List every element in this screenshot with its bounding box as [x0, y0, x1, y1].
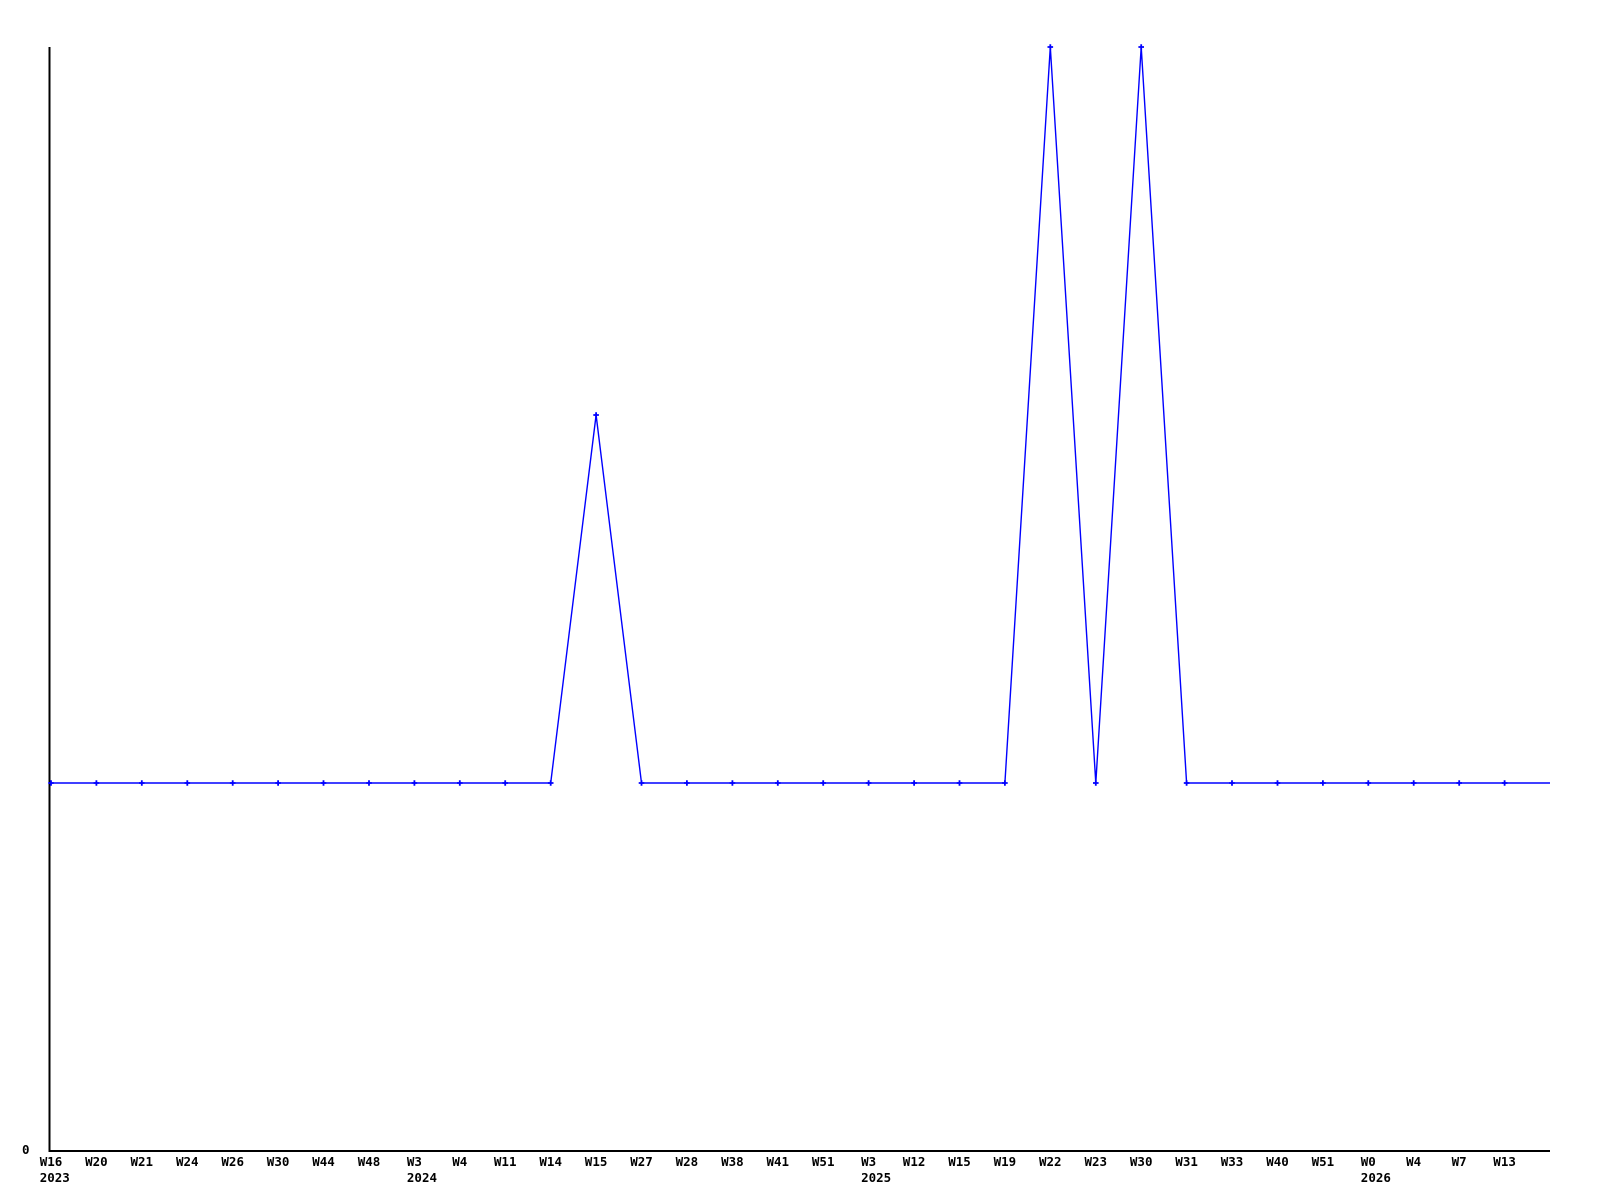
data-point-marker	[956, 780, 963, 786]
x-tick-label: W7	[1452, 1154, 1467, 1169]
data-point-marker	[729, 780, 736, 786]
x-tick-year-label: 2026	[1361, 1170, 1391, 1185]
x-tick-label: W4	[452, 1154, 467, 1169]
data-point-marker	[547, 780, 554, 786]
x-tick-label: W24	[176, 1154, 199, 1169]
x-tick-year-label: 2023	[40, 1170, 70, 1185]
data-point-marker	[593, 412, 599, 418]
x-tick-label: W13	[1493, 1154, 1516, 1169]
data-point-marker	[1093, 780, 1099, 786]
x-tick-label: W38	[721, 1154, 744, 1169]
data-point-marker	[502, 780, 508, 786]
x-tick-label: W14	[539, 1154, 562, 1169]
x-tick-label: W51	[812, 1154, 835, 1169]
data-point-marker	[1320, 780, 1326, 786]
x-tick-label: W16	[40, 1154, 63, 1169]
data-point-marker	[366, 780, 372, 786]
y-axis-zero-label: 0	[22, 1142, 30, 1157]
x-tick-label: W3	[861, 1154, 876, 1169]
x-tick-label: W11	[494, 1154, 517, 1169]
data-points	[48, 44, 1508, 786]
x-tick-label: W0	[1361, 1154, 1376, 1169]
data-point-marker	[229, 780, 236, 786]
data-point-marker	[48, 780, 54, 786]
x-tick-label: W33	[1221, 1154, 1244, 1169]
data-point-marker	[1229, 780, 1235, 786]
data-point-marker	[1501, 780, 1508, 786]
x-tick-label: W20	[85, 1154, 108, 1169]
x-tick-label: W30	[267, 1154, 290, 1169]
x-tick-label: W40	[1266, 1154, 1289, 1169]
data-point-marker	[1410, 780, 1417, 786]
x-tick-label: W27	[630, 1154, 653, 1169]
x-tick-label: W12	[903, 1154, 926, 1169]
data-point-marker	[775, 780, 781, 786]
data-point-marker	[320, 780, 327, 786]
x-tick-label: W15	[948, 1154, 971, 1169]
x-tick-label: W30	[1130, 1154, 1153, 1169]
data-point-marker	[638, 780, 645, 786]
data-point-marker	[275, 780, 281, 786]
x-year-labels: 2023 2024 2025 2026	[40, 1170, 1391, 1185]
data-point-marker	[820, 780, 826, 786]
x-tick-label: W44	[312, 1154, 335, 1169]
x-tick-label: W23	[1085, 1154, 1108, 1169]
data-point-marker	[1138, 44, 1144, 50]
data-point-marker	[1002, 780, 1008, 786]
x-tick-labels: W16 W20 W21 W24 W26 W30 W44 W48 W3 W4 W11 W14 W15 W27…	[40, 1154, 1516, 1169]
x-tick-label: W31	[1175, 1154, 1198, 1169]
data-point-marker	[411, 780, 418, 786]
data-point-marker	[911, 780, 917, 786]
x-tick-label: W28	[676, 1154, 699, 1169]
data-point-marker	[139, 780, 145, 786]
data-point-marker	[1456, 780, 1462, 786]
data-line	[49, 46, 1550, 784]
x-tick-label: W19	[994, 1154, 1017, 1169]
x-tick-label: W3	[407, 1154, 422, 1169]
data-point-marker	[1183, 780, 1190, 786]
data-point-marker	[1047, 44, 1054, 50]
x-tick-label: W15	[585, 1154, 608, 1169]
x-tick-year-label: 2025	[861, 1170, 891, 1185]
data-point-marker	[184, 780, 191, 786]
data-point-marker	[1365, 780, 1372, 786]
x-tick-label: W22	[1039, 1154, 1062, 1169]
data-point-marker	[1274, 780, 1281, 786]
data-point-marker	[865, 780, 872, 786]
x-tick-label: W21	[131, 1154, 154, 1169]
data-point-marker	[93, 780, 100, 786]
data-point-marker	[457, 780, 463, 786]
x-tick-label: W41	[767, 1154, 790, 1169]
x-tick-label: W26	[221, 1154, 244, 1169]
data-point-marker	[684, 780, 690, 786]
x-tick-label: W4	[1406, 1154, 1421, 1169]
x-tick-year-label: 2024	[407, 1170, 437, 1185]
x-tick-label: W51	[1312, 1154, 1335, 1169]
x-tick-label: W48	[358, 1154, 381, 1169]
